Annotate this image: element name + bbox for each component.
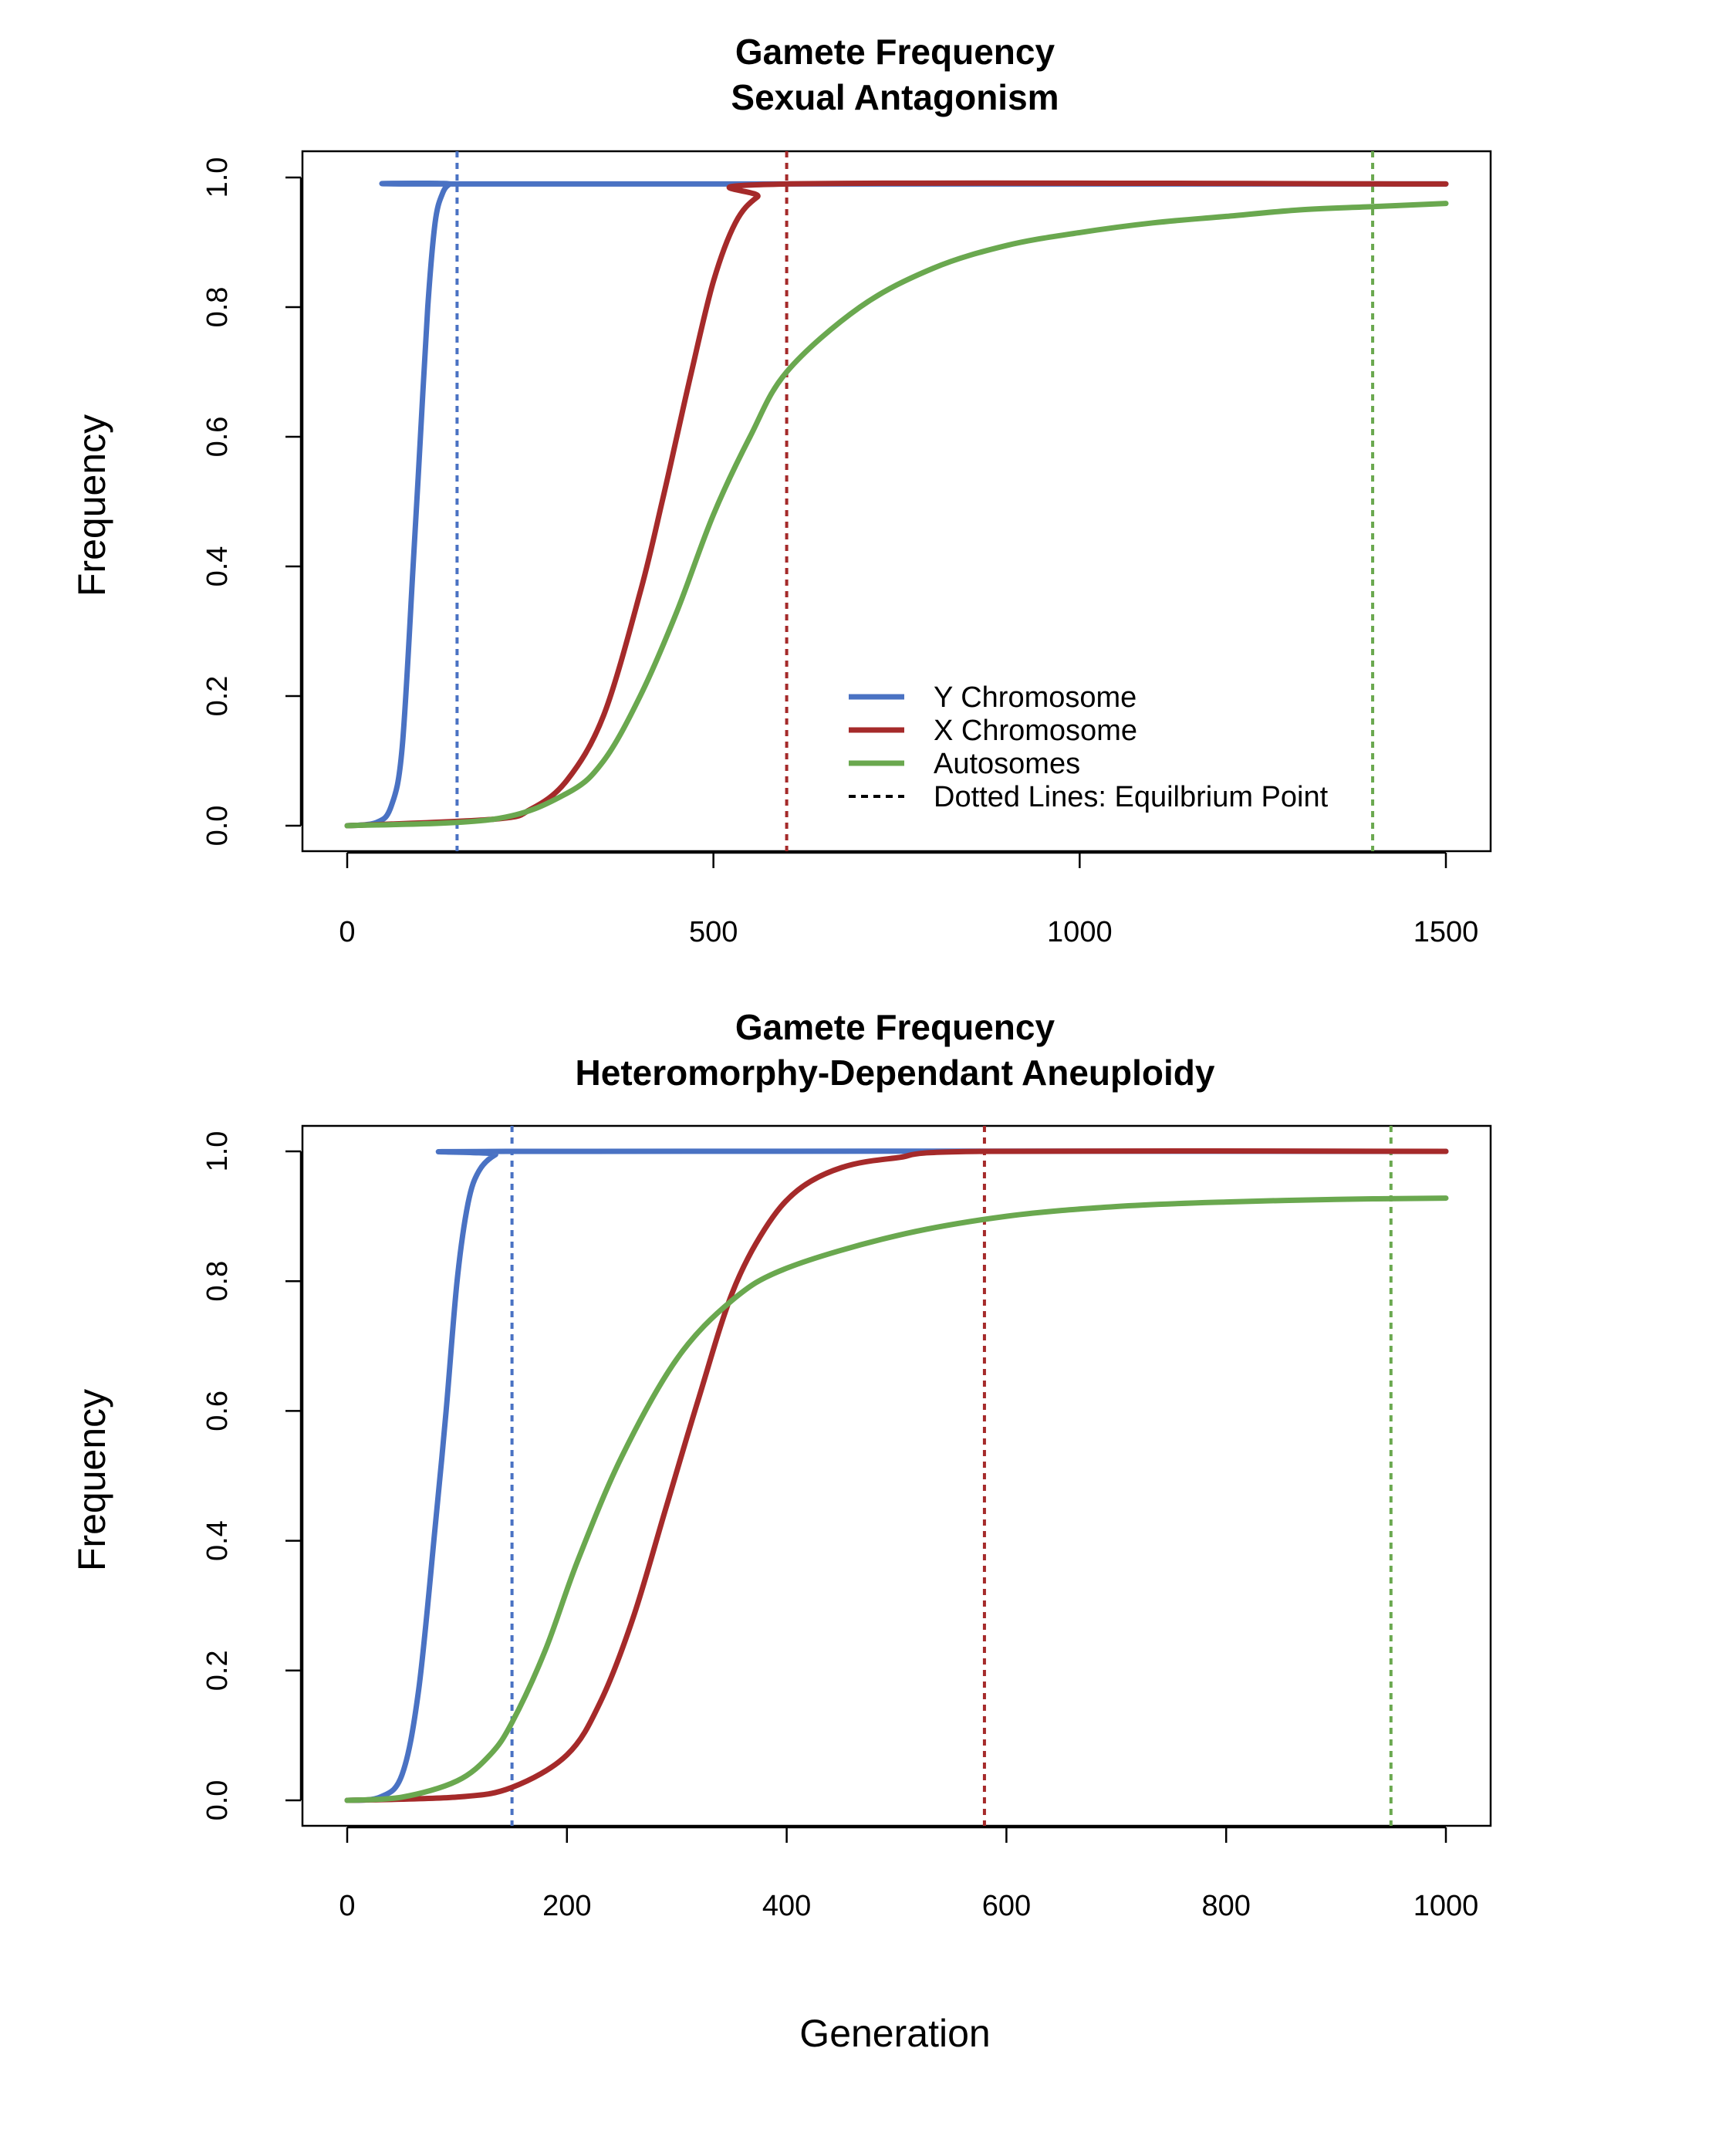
series-line-y-chromosome	[344, 180, 1449, 829]
x-tick-label: 1500	[1413, 916, 1479, 948]
x-axis-label: Generation	[799, 2012, 990, 2055]
x-tick-label: 0	[339, 916, 355, 948]
y-tick-label: 0.4	[201, 1520, 234, 1561]
legend-label: Dotted Lines: Equilbrium Point	[934, 781, 1329, 813]
series-line-y-chromosome	[344, 1148, 1449, 1803]
x-tick-label: 200	[542, 1890, 591, 1922]
y-tick-label: 0.0	[201, 806, 234, 847]
plot-frame	[301, 1124, 1492, 1827]
x-tick-label: 400	[762, 1890, 811, 1922]
y-tick-label: 0.2	[201, 1650, 234, 1691]
legend-label: Autosomes	[934, 748, 1080, 780]
legend-label: X Chromosome	[934, 715, 1137, 747]
series-line-x-chromosome	[344, 180, 1449, 829]
x-tick-label: 0	[339, 1890, 355, 1922]
y-tick-label: 0.2	[201, 676, 234, 717]
chart-subtitle: Sexual Antagonism	[731, 77, 1059, 117]
y-tick-label: 0.6	[201, 1391, 234, 1431]
x-tick-label: 1000	[1413, 1890, 1479, 1922]
series-line-x-chromosome	[344, 1147, 1449, 1803]
y-tick-label: 1.0	[201, 1131, 234, 1172]
series-line-autosomes	[344, 201, 1449, 829]
y-axis-label: Frequency	[70, 1389, 113, 1571]
legend-label: Y Chromosome	[934, 681, 1137, 714]
y-tick-label: 0.0	[201, 1780, 234, 1821]
series-line-autosomes	[344, 1195, 1449, 1803]
x-tick-label: 800	[1201, 1890, 1250, 1922]
chart-panel-heteromorphy-dependant-aneuploidy: Gamete Frequency Heteromorphy-Dependant …	[70, 1007, 1492, 2055]
y-tick-label: 0.6	[201, 417, 234, 458]
y-axis-label: Frequency	[70, 414, 113, 597]
y-tick-label: 1.0	[201, 157, 234, 198]
y-tick-label: 0.8	[201, 1261, 234, 1302]
y-tick-label: 0.4	[201, 546, 234, 587]
x-tick-label: 1000	[1047, 916, 1113, 948]
chart-subtitle: Heteromorphy-Dependant Aneuploidy	[576, 1053, 1215, 1093]
x-tick-label: 500	[689, 916, 738, 948]
plot-frame	[301, 150, 1492, 853]
chart-title: Gamete Frequency	[735, 1007, 1055, 1047]
y-tick-label: 0.8	[201, 287, 234, 328]
chart-panel-sexual-antagonism: Gamete Frequency Sexual Antagonism Frequ…	[70, 32, 1492, 948]
x-tick-label: 600	[982, 1890, 1031, 1922]
chart-title: Gamete Frequency	[735, 32, 1055, 72]
